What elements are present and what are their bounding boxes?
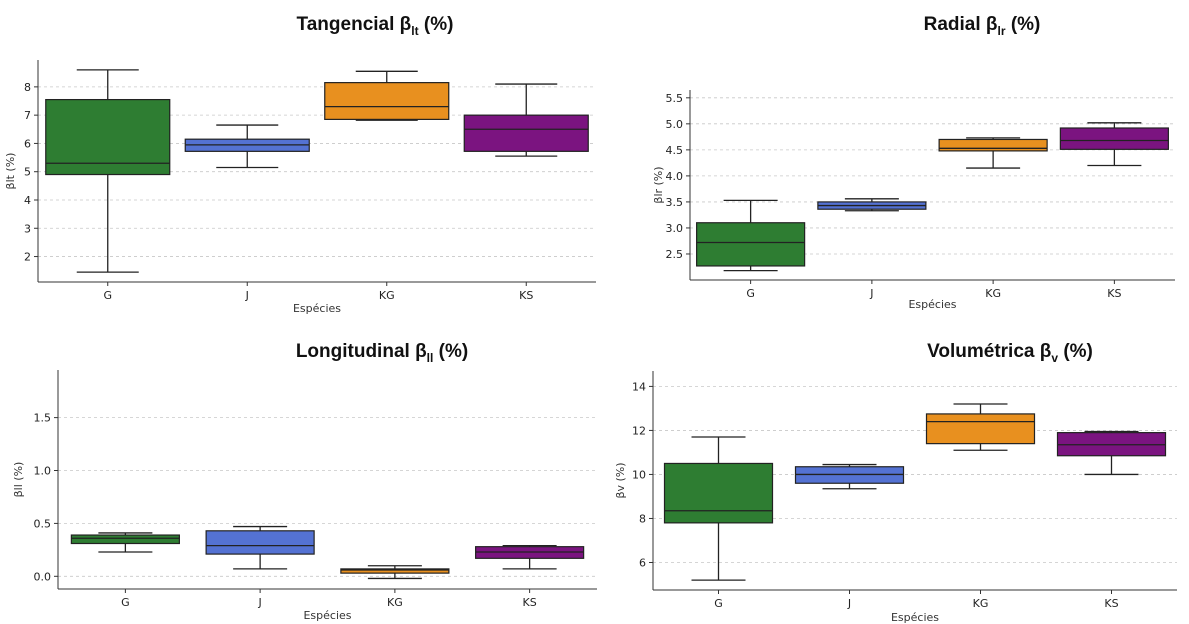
x-tick-label: KS [1107, 287, 1121, 300]
title-subscript: lt [411, 24, 418, 38]
title-subscript: v [1051, 351, 1058, 365]
y-tick-label: 4.5 [666, 144, 684, 157]
x-tick-label: KG [387, 596, 403, 609]
x-tick-label: KG [973, 597, 989, 610]
y-tick-label: 6 [639, 556, 646, 569]
x-tick-label: KS [1104, 597, 1118, 610]
y-tick-label: 2.5 [666, 248, 684, 261]
y-tick-label: 1.5 [34, 412, 52, 425]
y-axis-label: βlt (%) [4, 153, 17, 190]
y-tick-label: 5.5 [666, 92, 684, 105]
y-tick-label: 1.0 [34, 465, 52, 478]
box-J [817, 198, 927, 212]
y-tick-label: 8 [24, 81, 31, 94]
y-axis-label: βv (%) [614, 462, 627, 498]
iqr-box [1059, 127, 1169, 150]
panel-title: Volumétrica βv (%) [927, 341, 1093, 365]
box-KG [340, 565, 450, 580]
box-J [794, 463, 905, 490]
x-axis-label: Espécies [303, 609, 351, 622]
title-end: (%) [1006, 14, 1041, 35]
x-tick-label: G [121, 596, 130, 609]
panel-title: Longitudinal βll (%) [296, 341, 468, 365]
x-tick-label: KS [519, 289, 533, 302]
y-axis-label: βll (%) [12, 462, 25, 498]
box-J [184, 124, 310, 169]
y-tick-label: 5.0 [666, 118, 684, 131]
box-G [70, 532, 180, 553]
box-KG [938, 137, 1048, 169]
x-tick-label: G [746, 287, 755, 300]
iqr-box [463, 114, 589, 152]
box-J [205, 525, 315, 570]
x-axis-label: Espécies [293, 302, 341, 315]
iqr-box [70, 534, 180, 545]
x-tick-label: KG [379, 289, 395, 302]
y-tick-label: 4 [24, 194, 31, 207]
panel-title: Tangencial βlt (%) [297, 14, 454, 38]
box-KS [1059, 122, 1169, 167]
x-axis-label: Espécies [891, 611, 939, 624]
x-tick-label: G [714, 597, 723, 610]
y-tick-label: 2 [24, 251, 31, 264]
iqr-box [696, 222, 806, 267]
x-axis-label: Espécies [908, 298, 956, 311]
y-tick-label: 0.0 [34, 570, 52, 583]
y-tick-label: 5 [24, 166, 31, 179]
x-tick-label: J [258, 596, 262, 609]
iqr-box [340, 568, 450, 574]
panel-2: Radial βlr (%) 2.5 3.0 3.5 4.0 4.5 5.0 5.5 G J KG K… [652, 14, 1175, 311]
box-KG [925, 403, 1036, 451]
panel-3: Longitudinal βll (%) 0.0 0.5 1.0 1.5 G J KG KS Es… [12, 341, 597, 622]
box-KS [463, 83, 589, 157]
box-G [696, 199, 806, 272]
panel-1: Tangencial βlt (%) 2 3 4 5 6 7 8 G J KG KS Espécies β… [4, 14, 596, 315]
y-tick-label: 3.0 [666, 222, 684, 235]
title-subscript: lr [998, 24, 1006, 38]
title-main: Tangencial β [297, 14, 412, 35]
y-tick-label: 0.5 [34, 517, 52, 530]
x-tick-label: J [847, 597, 851, 610]
x-tick-label: G [103, 289, 112, 302]
title-main: Radial β [924, 14, 998, 35]
title-end: (%) [1058, 341, 1093, 362]
y-tick-label: 14 [632, 380, 646, 393]
iqr-box [324, 82, 450, 120]
y-axis-label: βlr (%) [652, 166, 665, 203]
box-KG [324, 70, 450, 121]
iqr-box [938, 138, 1048, 152]
box-KS [1056, 430, 1167, 476]
title-end: (%) [433, 341, 468, 362]
y-tick-label: 3 [24, 222, 31, 235]
panel-4: Volumétrica βv (%) 6 8 10 12 14 G J KG KS Espécies… [614, 341, 1177, 624]
title-main: Volumétrica β [927, 341, 1051, 362]
x-tick-label: J [245, 289, 249, 302]
iqr-box [205, 530, 315, 555]
iqr-box [663, 462, 774, 524]
iqr-box [925, 413, 1036, 445]
x-tick-label: KG [985, 287, 1001, 300]
y-tick-label: 7 [24, 109, 31, 122]
y-tick-label: 3.5 [666, 196, 684, 209]
box-G [663, 436, 774, 581]
x-tick-label: KS [523, 596, 537, 609]
title-subscript: ll [427, 351, 434, 365]
y-tick-label: 12 [632, 424, 646, 437]
box-KS [475, 544, 585, 570]
panel-title: Radial βlr (%) [924, 14, 1041, 38]
y-tick-label: 8 [639, 512, 646, 525]
iqr-box [45, 98, 171, 176]
y-tick-label: 10 [632, 468, 646, 481]
title-main: Longitudinal β [296, 341, 427, 362]
y-tick-label: 6 [24, 137, 31, 150]
y-tick-label: 4.0 [666, 170, 684, 183]
x-tick-label: J [869, 287, 873, 300]
title-end: (%) [419, 14, 454, 35]
box-G [45, 69, 171, 273]
